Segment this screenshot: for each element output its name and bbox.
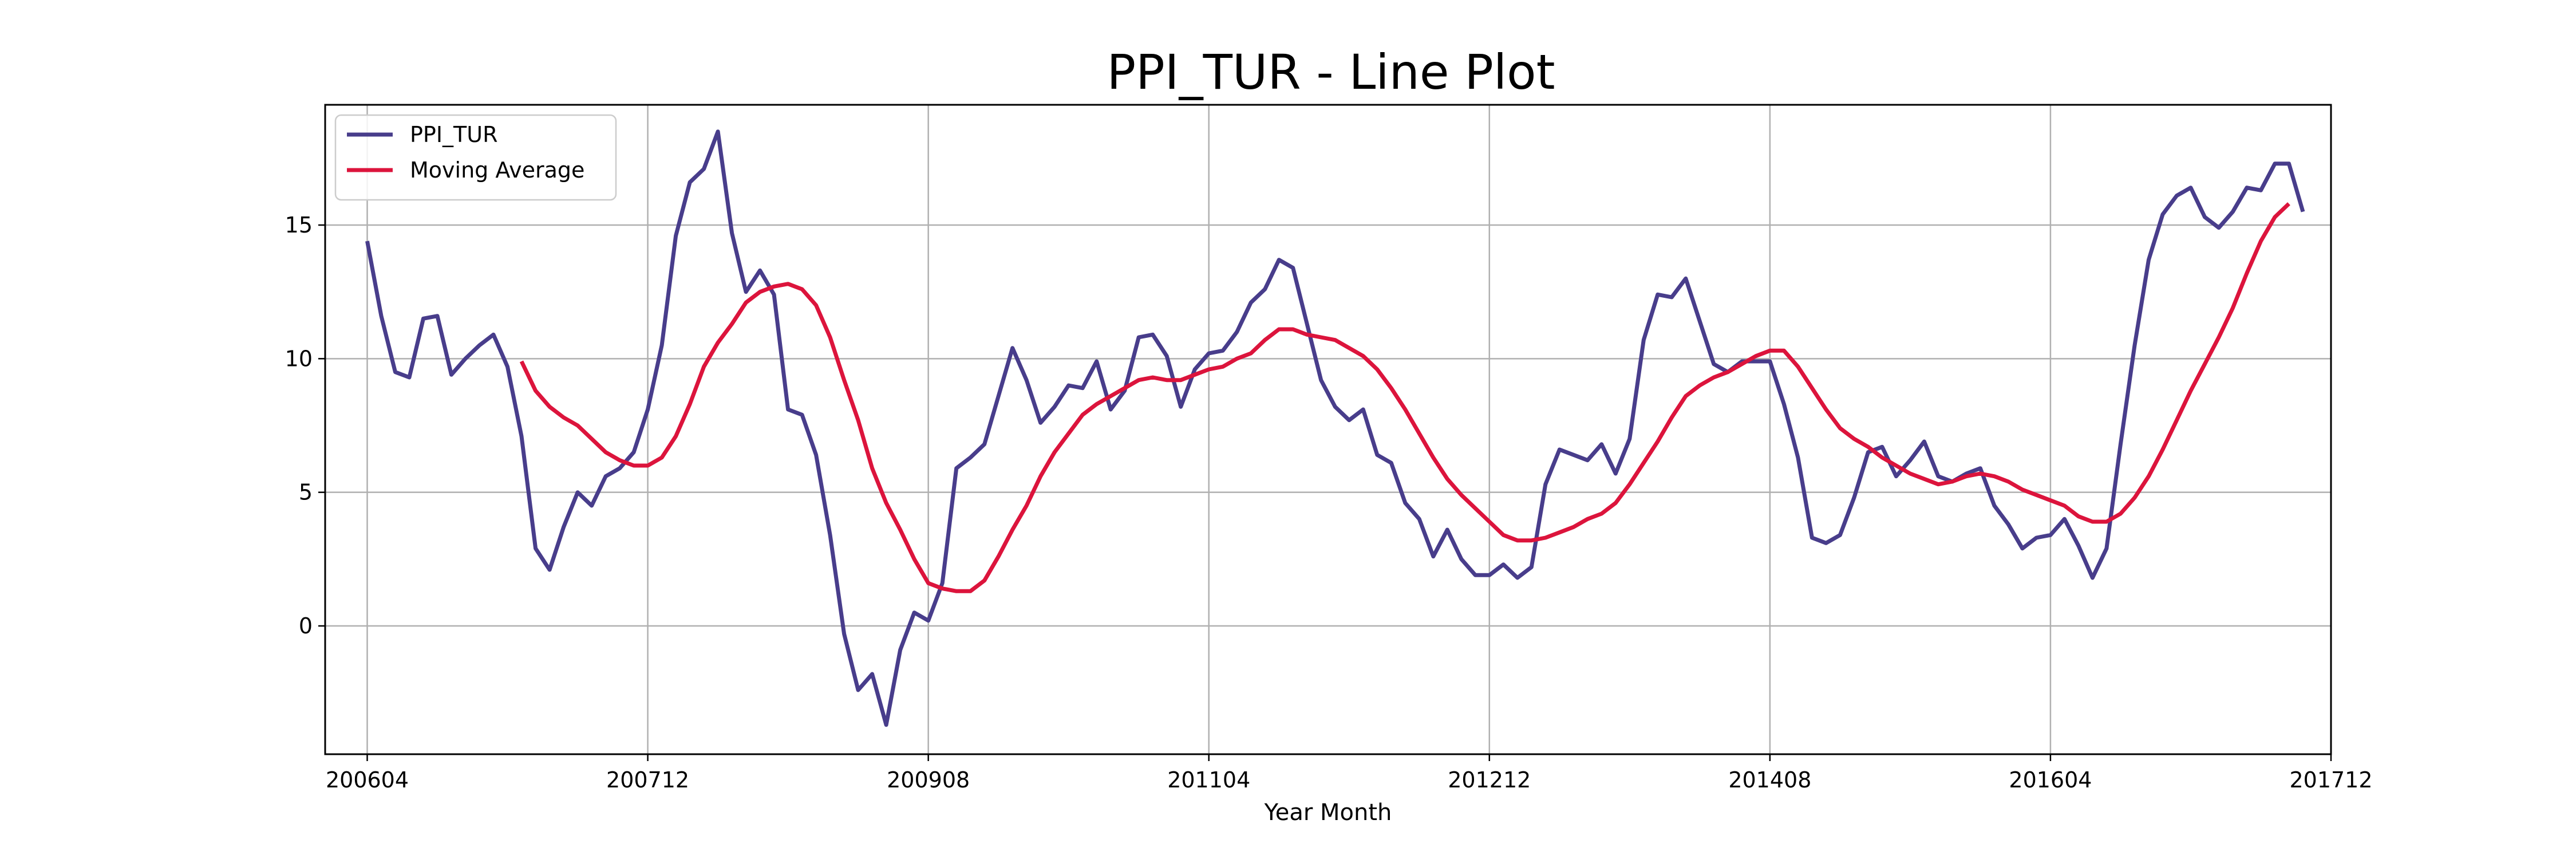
x-tick-label: 200712 [606,767,689,793]
x-axis-ticks: 200604 200712 200908 201104 201212 201408 2016… [326,754,2373,793]
legend: PPI_TUR Moving Average [334,114,617,201]
y-tick-label: 15 [285,212,313,238]
x-tick-label: 201604 [2009,767,2092,793]
x-tick-label: 200908 [887,767,970,793]
x-tick-label: 201212 [1448,767,1531,793]
chart-title: PPI_TUR - Line Plot [1107,44,1555,100]
x-tick-label: 200604 [326,767,409,793]
legend-label: Moving Average [410,157,584,183]
y-tick-label: 0 [299,613,313,639]
series-lines [365,129,2305,727]
legend-label: PPI_TUR [410,122,497,147]
x-tick-label: 201408 [1728,767,1811,793]
plot-frame [324,104,2332,755]
x-tick-label: 201104 [1167,767,1250,793]
y-tick-label: 5 [299,480,313,505]
series-line-ppi-tur [365,129,2305,727]
y-axis-ticks: 0 5 10 15 [285,212,325,639]
series-line-moving-average [519,202,2290,593]
x-axis-label: Year Month [1264,799,1392,826]
legend-box [334,114,617,201]
y-tick-label: 10 [285,346,313,371]
x-tick-label: 201712 [2289,767,2372,793]
